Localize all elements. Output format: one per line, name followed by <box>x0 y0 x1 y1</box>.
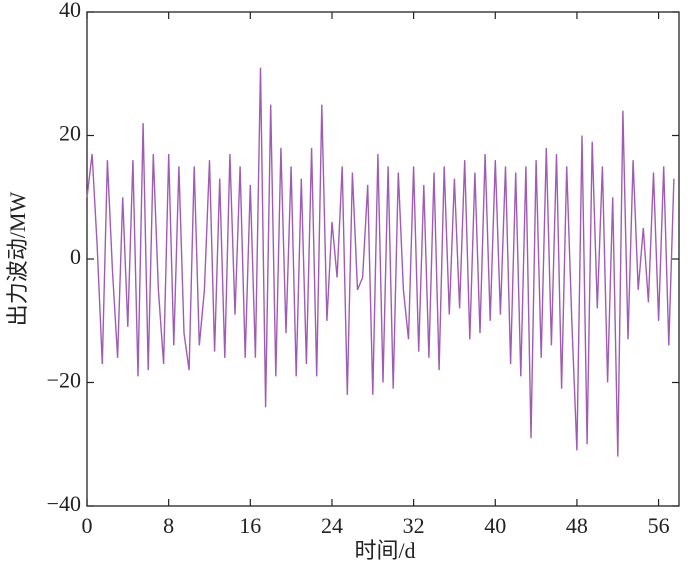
x-tick-label: 56 <box>648 513 670 538</box>
y-tick-label: 40 <box>59 0 81 22</box>
x-tick-label: 16 <box>239 513 261 538</box>
y-tick-label: −20 <box>47 368 81 393</box>
x-tick-label: 48 <box>566 513 588 538</box>
y-tick-label: 0 <box>70 244 81 269</box>
x-tick-label: 32 <box>403 513 425 538</box>
x-tick-label: 0 <box>82 513 93 538</box>
x-axis-label: 时间/d <box>354 538 415 563</box>
x-tick-label: 40 <box>484 513 506 538</box>
x-tick-label: 8 <box>163 513 174 538</box>
data-line <box>86 67 675 457</box>
x-tick-label: 24 <box>321 513 343 538</box>
y-tick-label: 20 <box>59 121 81 146</box>
y-axis-label: 出力波动/MW <box>5 192 30 327</box>
y-tick-label: −40 <box>47 491 81 516</box>
